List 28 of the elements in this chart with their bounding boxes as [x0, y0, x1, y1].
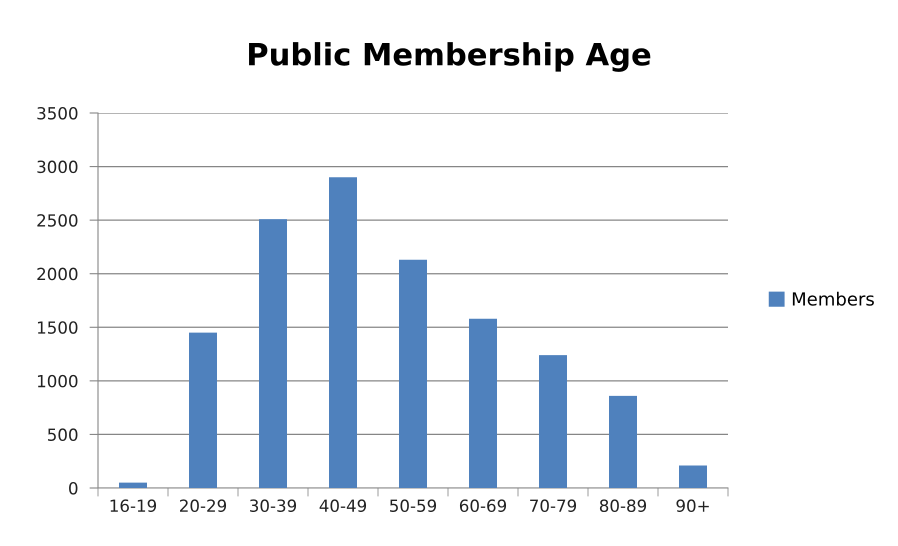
- bar: [329, 177, 357, 488]
- bar: [119, 482, 147, 488]
- y-tick-label: 1500: [38, 321, 78, 334]
- bar: [539, 355, 567, 488]
- y-tick-label: 0: [69, 482, 78, 495]
- x-tick-label: 70-79: [530, 499, 576, 512]
- bar: [679, 466, 707, 488]
- x-tick-label: 16-19: [110, 499, 156, 512]
- bar: [259, 219, 287, 488]
- x-tick-label: 30-39: [250, 499, 296, 512]
- bar: [469, 318, 497, 488]
- bar: [609, 396, 637, 488]
- y-tick-label: 2000: [37, 268, 78, 280]
- chart-title: Public Membership Age: [249, 42, 650, 72]
- y-tick-label: 3000: [37, 160, 78, 174]
- x-tick-label: 20-29: [180, 499, 226, 512]
- legend-label: Members: [792, 292, 874, 306]
- x-tick-label: 60-69: [460, 499, 506, 512]
- y-tick-label: 2500: [37, 214, 78, 227]
- x-tick-label: 40-49: [320, 499, 366, 512]
- y-tick-label: 1000: [38, 374, 78, 388]
- x-tick-label: 80-89: [600, 499, 646, 512]
- bar: [399, 260, 427, 488]
- x-tick-label: 50-59: [390, 499, 436, 512]
- y-tick-label: 500: [48, 428, 78, 441]
- x-tick-label: 90+: [676, 499, 709, 512]
- bar: [189, 332, 217, 488]
- y-tick-label: 3500: [37, 106, 78, 120]
